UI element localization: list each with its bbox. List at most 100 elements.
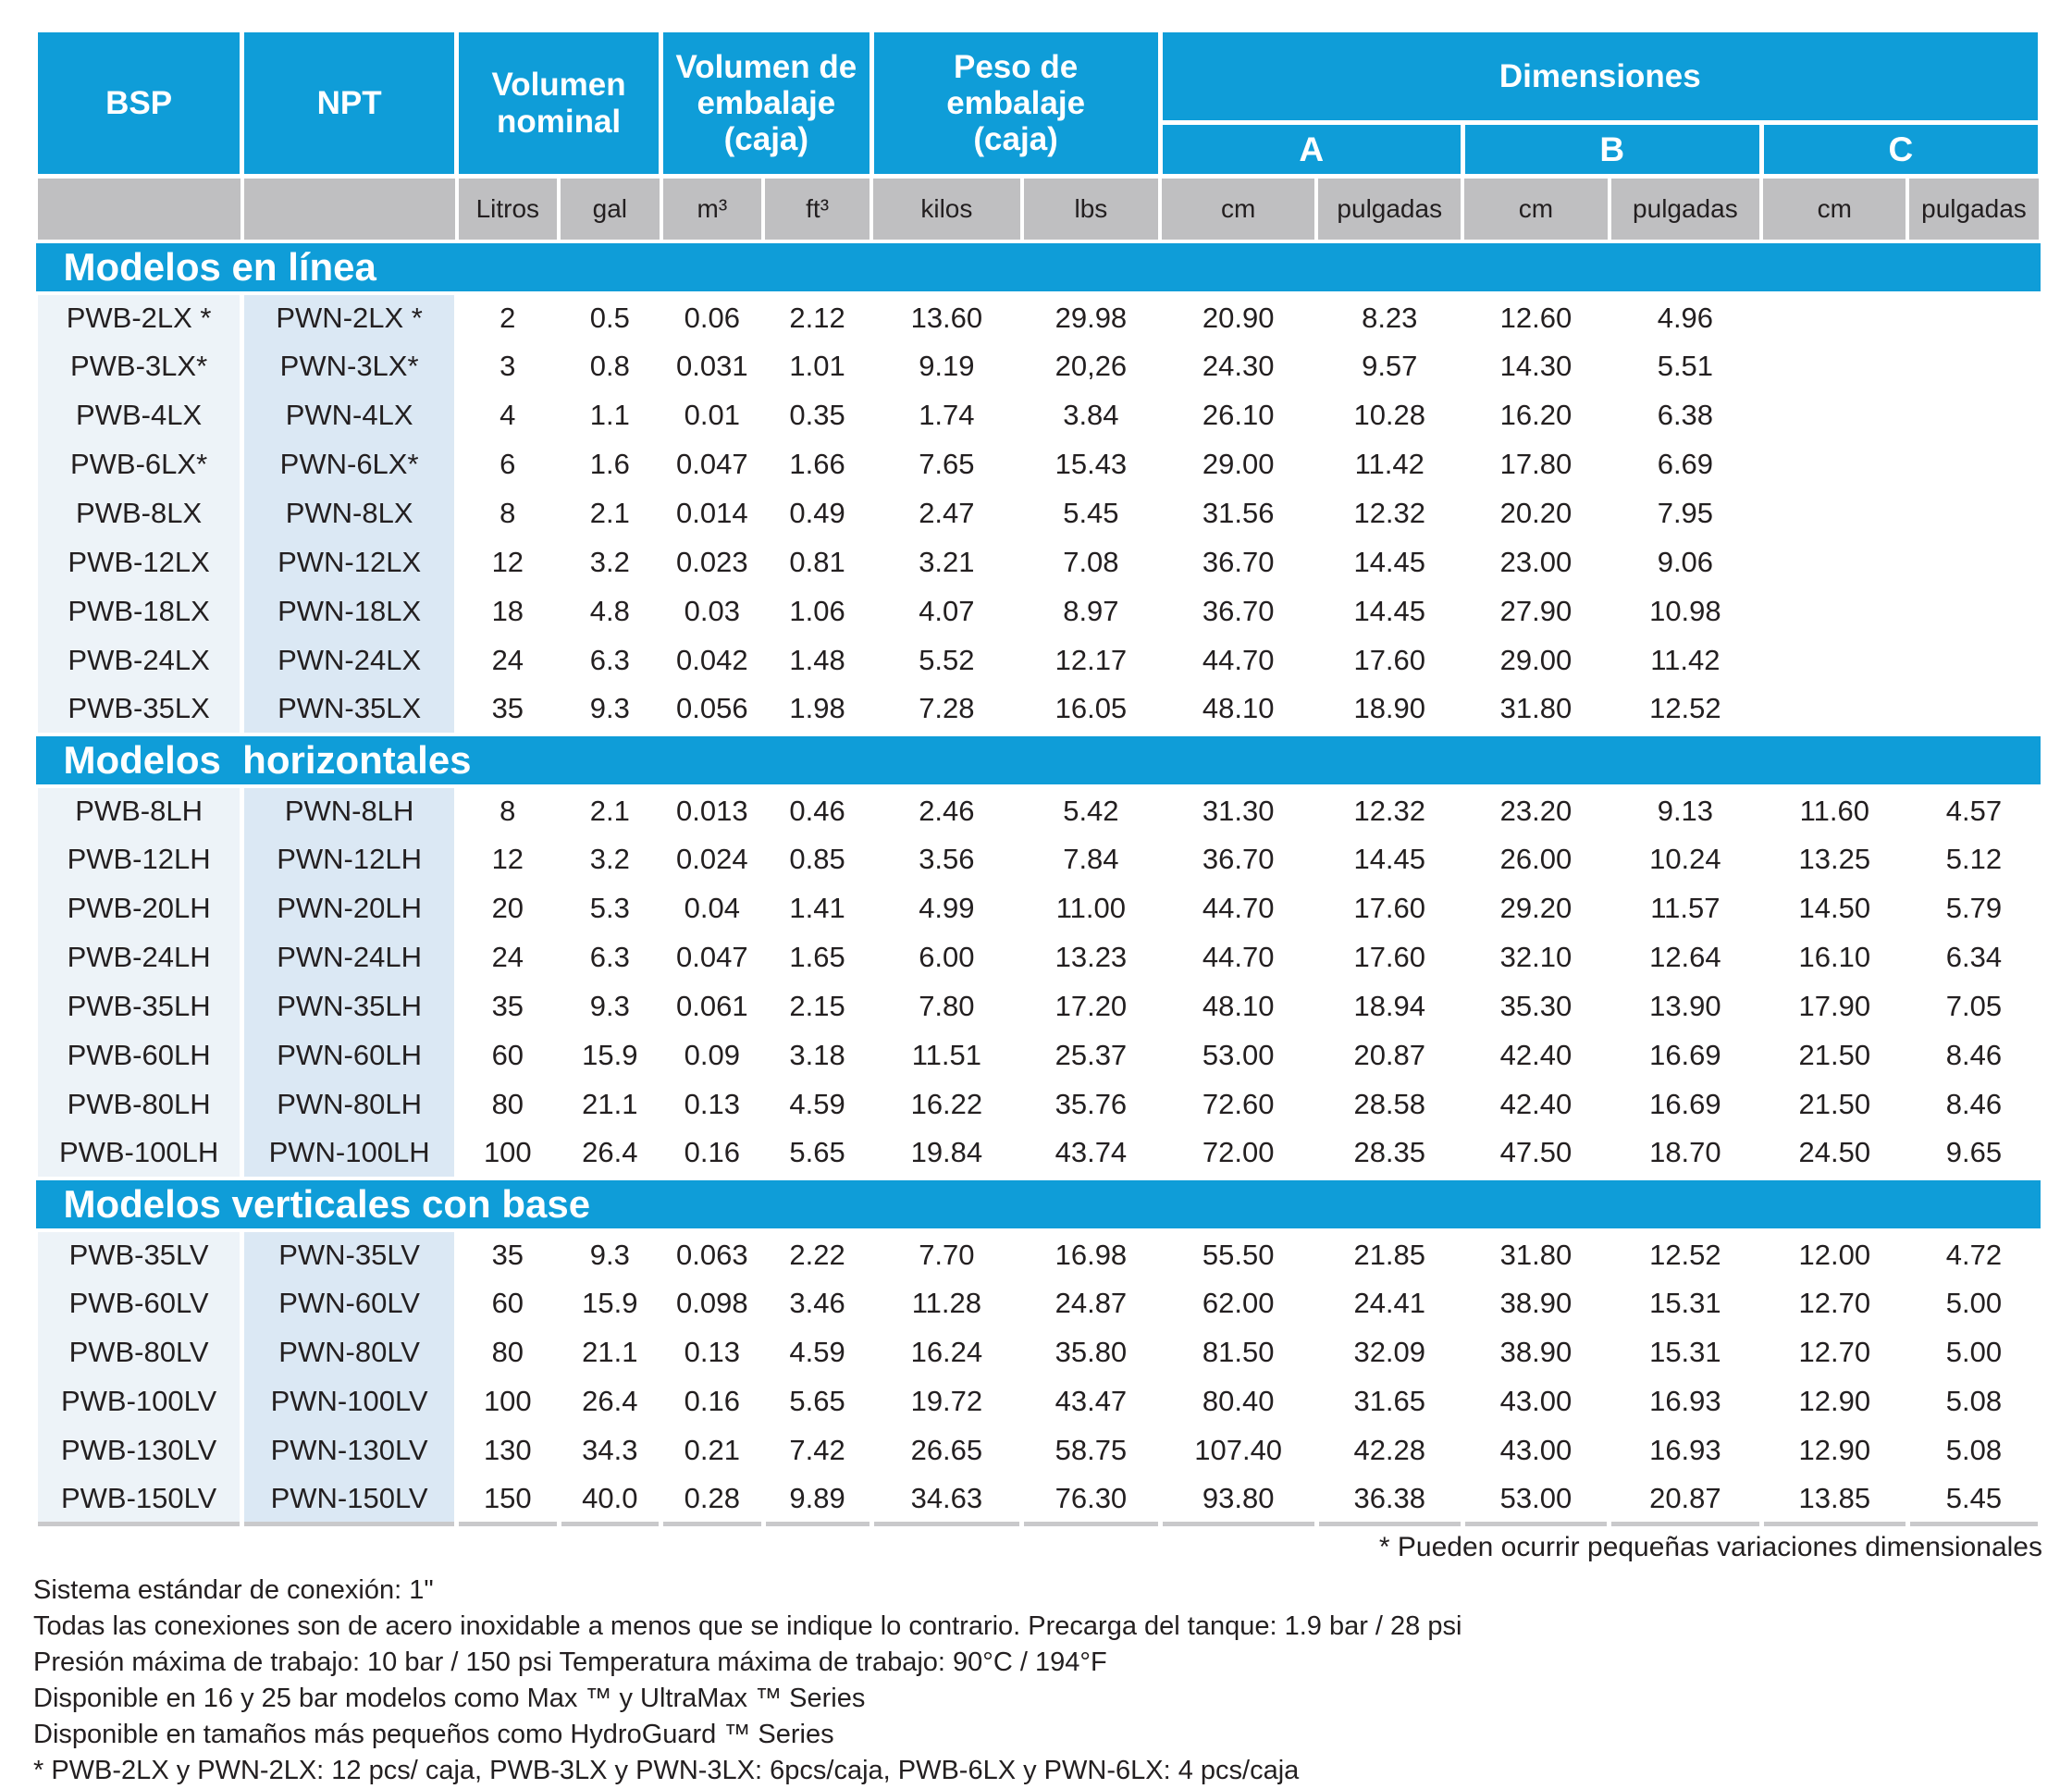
cell-m3: 0.098 bbox=[659, 1278, 766, 1328]
cell-gal: 9.3 bbox=[556, 981, 664, 1031]
cell-bsp: PWB-60LV bbox=[32, 1278, 245, 1328]
cell-a-pulgadas: 24.41 bbox=[1314, 1278, 1465, 1328]
col-header-bsp: BSP bbox=[32, 28, 245, 179]
cell-ft3: 0.81 bbox=[760, 537, 874, 587]
cell-npt: PWN-18LX bbox=[240, 586, 460, 636]
cell-ft3: 1.06 bbox=[760, 586, 874, 636]
cell-b-pulgadas: 18.70 bbox=[1607, 1129, 1764, 1178]
cell-ft3: 1.01 bbox=[760, 341, 874, 391]
cell-bsp: PWB-12LH bbox=[32, 834, 245, 884]
cell-litros: 12 bbox=[454, 537, 561, 587]
cell-b-cm: 31.80 bbox=[1460, 685, 1612, 734]
unit-kilos: kilos bbox=[870, 174, 1024, 243]
cell-b-cm: 16.20 bbox=[1460, 390, 1612, 440]
cell-bsp: PWB-8LH bbox=[32, 785, 245, 835]
cell-npt: PWN-8LX bbox=[240, 488, 460, 538]
cell-c-cm bbox=[1758, 586, 1910, 636]
table-row: PWB-2LX * PWN-2LX * 2 0.5 0.06 2.12 13.6… bbox=[32, 292, 2043, 342]
cell-npt: PWN-35LV bbox=[240, 1229, 460, 1279]
cell-c-cm: 12.70 bbox=[1758, 1327, 1910, 1377]
cell-gal: 6.3 bbox=[556, 932, 664, 982]
cell-bsp: PWB-8LX bbox=[32, 488, 245, 538]
table-row: PWB-130LV PWN-130LV 130 34.3 0.21 7.42 2… bbox=[32, 1425, 2043, 1475]
cell-b-cm: 43.00 bbox=[1460, 1376, 1612, 1426]
cell-b-cm: 38.90 bbox=[1460, 1327, 1612, 1377]
cell-b-cm: 23.20 bbox=[1460, 785, 1612, 835]
unit-gal: gal bbox=[557, 174, 663, 243]
cell-npt: PWN-80LV bbox=[240, 1327, 460, 1377]
cell-b-cm: 29.00 bbox=[1460, 635, 1612, 685]
cell-a-pulgadas: 11.42 bbox=[1314, 439, 1465, 489]
cell-m3: 0.06 bbox=[659, 292, 766, 342]
cell-litros: 130 bbox=[454, 1425, 561, 1475]
table-row: PWB-12LX PWN-12LX 12 3.2 0.023 0.81 3.21… bbox=[32, 537, 2043, 587]
cell-c-pulgadas: 8.46 bbox=[1905, 1030, 2043, 1080]
cell-npt: PWN-35LH bbox=[240, 981, 460, 1031]
cell-kilos: 11.28 bbox=[869, 1278, 1025, 1328]
cell-a-cm: 44.70 bbox=[1157, 635, 1319, 685]
table-row: PWB-8LH PWN-8LH 8 2.1 0.013 0.46 2.46 5.… bbox=[32, 785, 2043, 835]
cell-b-cm: 53.00 bbox=[1460, 1474, 1612, 1524]
cell-b-pulgadas: 20.87 bbox=[1607, 1474, 1764, 1524]
cell-b-pulgadas: 11.57 bbox=[1607, 883, 1764, 933]
cell-litros: 3 bbox=[454, 341, 561, 391]
cell-b-cm: 29.20 bbox=[1460, 883, 1612, 933]
cell-c-pulgadas: 4.72 bbox=[1905, 1229, 2043, 1279]
cell-a-cm: 72.00 bbox=[1157, 1129, 1319, 1178]
cell-lbs: 35.76 bbox=[1019, 1080, 1163, 1129]
cell-b-cm: 35.30 bbox=[1460, 981, 1612, 1031]
cell-a-cm: 24.30 bbox=[1157, 341, 1319, 391]
cell-bsp: PWB-3LX* bbox=[32, 341, 245, 391]
cell-litros: 2 bbox=[454, 292, 561, 342]
cell-litros: 8 bbox=[454, 488, 561, 538]
cell-bsp: PWB-35LV bbox=[32, 1229, 245, 1279]
cell-kilos: 13.60 bbox=[869, 292, 1025, 342]
cell-c-cm bbox=[1758, 635, 1910, 685]
cell-a-cm: 44.70 bbox=[1157, 883, 1319, 933]
cell-m3: 0.063 bbox=[659, 1229, 766, 1279]
spec-table: BSP NPT Volumen nominal Volumen de embal… bbox=[32, 28, 2043, 1526]
cell-a-pulgadas: 12.32 bbox=[1314, 488, 1465, 538]
cell-a-cm: 93.80 bbox=[1157, 1474, 1319, 1524]
cell-c-cm: 24.50 bbox=[1758, 1129, 1910, 1178]
cell-b-cm: 42.40 bbox=[1460, 1030, 1612, 1080]
cell-a-cm: 48.10 bbox=[1157, 685, 1319, 734]
header-row-dimensions: A B C bbox=[36, 120, 2043, 179]
table-row: PWB-35LV PWN-35LV 35 9.3 0.063 2.22 7.70… bbox=[32, 1229, 2043, 1279]
cell-kilos: 26.65 bbox=[869, 1425, 1025, 1475]
cell-c-pulgadas: 5.79 bbox=[1905, 883, 2043, 933]
cell-kilos: 3.56 bbox=[869, 834, 1025, 884]
col-header-peso-embalaje: Peso de embalaje (caja) bbox=[869, 28, 1163, 179]
cell-kilos: 7.80 bbox=[869, 981, 1025, 1031]
cell-c-cm: 12.70 bbox=[1758, 1278, 1910, 1328]
cell-m3: 0.03 bbox=[659, 586, 766, 636]
table-row: PWB-150LV PWN-150LV 150 40.0 0.28 9.89 3… bbox=[32, 1474, 2043, 1524]
col-header-dim-b: B bbox=[1460, 120, 1764, 179]
cell-b-pulgadas: 11.42 bbox=[1607, 635, 1764, 685]
cell-a-pulgadas: 36.38 bbox=[1314, 1474, 1465, 1524]
cell-bsp: PWB-130LV bbox=[32, 1425, 245, 1475]
cell-gal: 21.1 bbox=[556, 1327, 664, 1377]
cell-b-pulgadas: 5.51 bbox=[1607, 341, 1764, 391]
note-hydroguard: Disponible en tamaños más pequeños como … bbox=[33, 1720, 834, 1749]
cell-c-pulgadas: 5.08 bbox=[1905, 1376, 2043, 1426]
cell-a-pulgadas: 18.90 bbox=[1314, 685, 1465, 734]
cell-c-cm: 14.50 bbox=[1758, 883, 1910, 933]
cell-c-pulgadas: 7.05 bbox=[1905, 981, 2043, 1031]
cell-gal: 40.0 bbox=[556, 1474, 664, 1524]
cell-gal: 21.1 bbox=[556, 1080, 664, 1129]
cell-kilos: 7.70 bbox=[869, 1229, 1025, 1279]
cell-c-cm bbox=[1758, 439, 1910, 489]
cell-gal: 9.3 bbox=[556, 685, 664, 734]
cell-lbs: 20,26 bbox=[1019, 341, 1163, 391]
cell-gal: 6.3 bbox=[556, 635, 664, 685]
cell-kilos: 6.00 bbox=[869, 932, 1025, 982]
cell-litros: 12 bbox=[454, 834, 561, 884]
cell-b-pulgadas: 12.52 bbox=[1607, 1229, 1764, 1279]
cell-c-pulgadas: 5.00 bbox=[1905, 1327, 2043, 1377]
cell-m3: 0.056 bbox=[659, 685, 766, 734]
cell-ft3: 2.22 bbox=[760, 1229, 874, 1279]
cell-c-cm bbox=[1758, 390, 1910, 440]
table-row: PWB-35LH PWN-35LH 35 9.3 0.061 2.15 7.80… bbox=[32, 981, 2043, 1031]
cell-b-cm: 17.80 bbox=[1460, 439, 1612, 489]
